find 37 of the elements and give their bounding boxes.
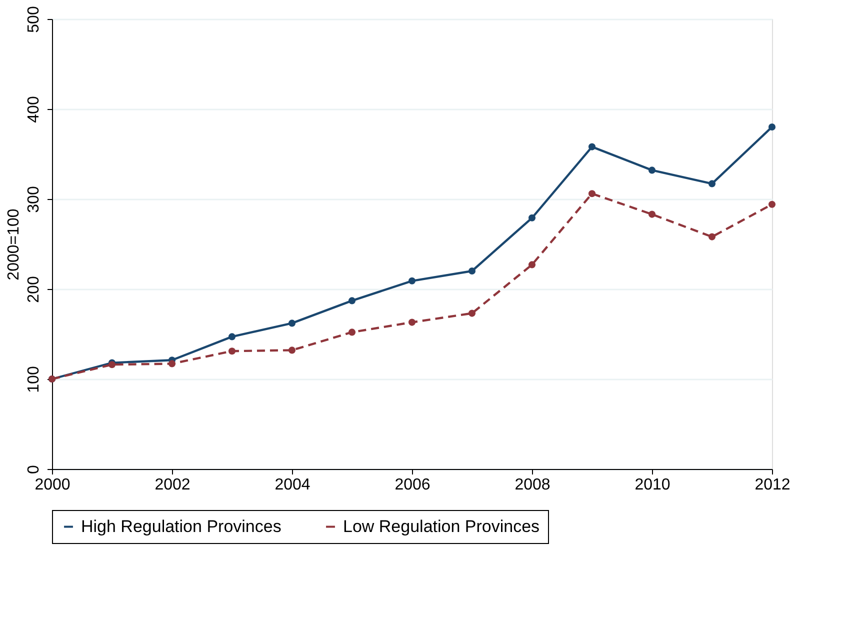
point bbox=[168, 360, 176, 368]
x-tick-label: 2006 bbox=[394, 476, 430, 494]
point bbox=[228, 348, 236, 355]
point bbox=[648, 210, 656, 218]
x-tick-label: 2012 bbox=[754, 476, 790, 494]
point bbox=[288, 346, 296, 354]
y-tick-label: 400 bbox=[26, 96, 42, 123]
y-tick-label: 300 bbox=[26, 186, 42, 213]
point bbox=[408, 277, 416, 284]
point bbox=[348, 328, 356, 336]
y-tick-label: 200 bbox=[26, 276, 42, 303]
point bbox=[528, 261, 536, 268]
point bbox=[588, 143, 596, 150]
y-tick-label: 100 bbox=[26, 366, 42, 393]
point bbox=[648, 166, 656, 174]
y-tick-label: 500 bbox=[26, 6, 42, 33]
y-axis-title: 2000=100 bbox=[6, 208, 22, 280]
point bbox=[468, 310, 476, 317]
point bbox=[768, 123, 776, 131]
point bbox=[588, 190, 596, 198]
point bbox=[708, 180, 716, 188]
x-tick-label: 2004 bbox=[274, 476, 310, 494]
x-tick-label: 2002 bbox=[154, 476, 190, 494]
x-tick-label: 2010 bbox=[634, 476, 670, 494]
y-tick-label: 0 bbox=[26, 464, 42, 474]
point bbox=[708, 233, 716, 240]
x-tick-label: 2008 bbox=[514, 476, 550, 494]
legend-label: Low Regulation Provinces bbox=[343, 516, 540, 536]
point bbox=[768, 200, 776, 208]
point bbox=[228, 333, 236, 340]
point bbox=[468, 267, 476, 275]
point bbox=[528, 214, 536, 222]
legend-label: High Regulation Provinces bbox=[81, 516, 282, 536]
point bbox=[288, 320, 296, 327]
point bbox=[348, 297, 356, 304]
x-tick-label: 2000 bbox=[34, 476, 70, 494]
point bbox=[408, 318, 416, 326]
